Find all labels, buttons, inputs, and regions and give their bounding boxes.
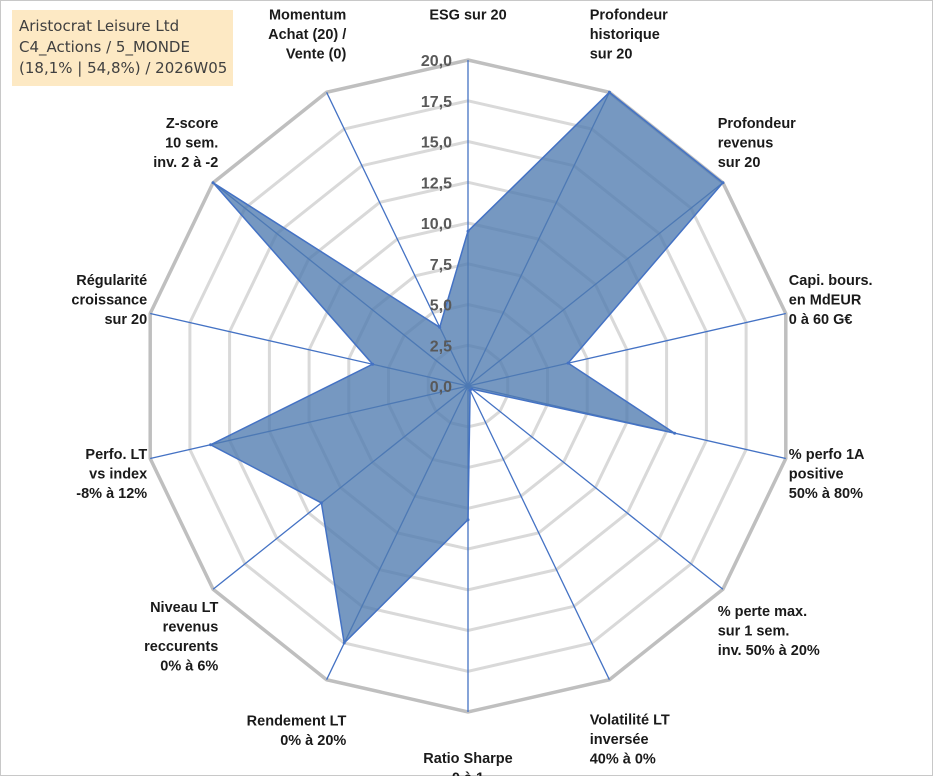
series-point-7 [468,388,472,392]
series-point-13 [211,181,215,185]
axis-label-1-line-2: ESG sur 20 [429,8,506,24]
axis-spoke-7 [467,385,610,680]
axis-label-5: % perfo 1A positive 50% à 80% [789,447,865,502]
series-point-8 [466,518,470,522]
info-company-name: Aristocrat Leisure Ltd [19,17,180,35]
axis-label-9: Rendement LT 0% à 20% [247,713,347,749]
axis-spoke-6 [467,385,724,590]
series-point-1 [466,229,470,233]
axis-label-12-line-3: sur 20 [104,312,147,328]
radar-series [208,90,725,645]
axis-label-4-line-1: Capi. bours. [789,273,873,289]
axis-label-10-line-1: Niveau LT [150,600,218,616]
axis-label-1-line-1: Note [452,0,484,4]
axis-label-7: Volatilité LT inversée 40% à 0% [590,713,670,768]
axis-label-3-line-3: sur 20 [718,155,761,171]
tick-label-3: 7,5 [430,257,452,274]
axis-label-8-line-1: Ratio Sharpe [423,751,512,767]
axis-label-2-line-3: sur 20 [590,47,633,63]
axis-label-10-line-4: 0% à 6% [160,659,218,675]
tick-label-1: 2,5 [430,338,452,355]
axis-label-2: Profondeur historique sur 20 [590,8,668,63]
tick-label-2: 5,0 [430,298,452,315]
axis-label-12-line-1: Régularité [76,273,147,289]
axis-label-14-line-2: Achat (20) / [268,27,346,43]
axis-label-12: Régularité croissance sur 20 [71,273,147,328]
series-point-11 [209,443,213,447]
tick-label-7: 17,5 [421,94,452,111]
axis-label-13: Z-score 10 sem. inv. 2 à -2 [153,116,218,171]
series-point-4 [566,361,570,365]
series-point-3 [721,181,725,185]
axis-label-3-line-1: Profondeur [718,116,796,132]
axis-label-12-line-2: croissance [71,292,147,308]
axis-label-13-line-2: 10 sem. [165,136,218,152]
axis-label-3-line-2: revenus [718,136,774,152]
tick-label-6: 15,0 [421,135,452,152]
tick-label-0: 0,0 [430,379,452,396]
axis-label-5-line-2: positive [789,467,844,483]
series-point-10 [319,501,323,505]
axis-label-7-line-2: inversée [590,732,649,748]
tick-label-5: 12,5 [421,175,452,192]
axis-label-14: Momentum Achat (20) / Vente (0) [268,8,346,63]
axis-label-6: % perte max. sur 1 sem. inv. 50% à 20% [718,604,820,659]
axis-label-1: Note ESG sur 20 [429,0,506,24]
axis-label-6-line-1: % perte max. [718,604,807,620]
tick-label-8: 20,0 [421,53,452,70]
series-point-5 [673,431,677,435]
axis-label-4-line-3: 0 à 60 G€ [789,312,853,328]
axis-label-11: Perfo. LT vs index -8% à 12% [76,447,147,502]
axis-label-10-line-2: revenus [163,620,219,636]
axis-label-10-line-3: reccurents [144,639,218,655]
axis-label-9-line-2: 0% à 20% [280,733,346,749]
axis-label-2-line-2: historique [590,27,660,43]
axis-label-10: Niveau LT revenus reccurents 0% à 6% [144,600,218,675]
axis-label-9-line-1: Rendement LT [247,713,347,729]
series-point-14 [438,325,442,329]
axis-label-5-line-3: 50% à 80% [789,486,863,502]
series-point-12 [371,362,375,366]
axis-label-8: Ratio Sharpe 0 à 1 [423,751,512,776]
series-point-9 [342,641,346,645]
axis-label-7-line-3: 40% à 0% [590,752,656,768]
radar-tick-labels: 0,0 2,5 5,0 7,5 10,0 12,5 15,0 17,5 20,0 [421,53,452,396]
series-point-2 [607,90,611,94]
axis-label-11-line-2: vs index [89,467,147,483]
axis-label-4: Capi. bours. en MdEUR 0 à 60 G€ [789,273,873,328]
axis-label-14-line-1: Momentum [269,8,346,24]
axis-label-6-line-2: sur 1 sem. [718,623,790,639]
info-category: C4_Actions / 5_MONDE [19,38,190,56]
axis-label-2-line-1: Profondeur [590,8,668,24]
info-scores-week: (18,1% | 54,8%) / 2026W05 [19,59,228,77]
axis-label-8-line-2: 0 à 1 [452,771,484,776]
axis-label-6-line-3: inv. 50% à 20% [718,643,820,659]
axis-label-11-line-1: Perfo. LT [85,447,147,463]
axis-label-4-line-2: en MdEUR [789,292,862,308]
info-box: Aristocrat Leisure Ltd C4_Actions / 5_MO… [12,10,233,86]
radar-axis-labels: Note ESG sur 20 Profondeur historique sur 20… [71,0,872,776]
axis-label-5-line-1: % perfo 1A [789,447,865,463]
axis-label-13-line-1: Z-score [166,116,218,132]
axis-label-11-line-3: -8% à 12% [76,486,147,502]
axis-label-3: Profondeur revenus sur 20 [718,116,796,171]
tick-label-4: 10,0 [421,216,452,233]
axis-label-13-line-3: inv. 2 à -2 [153,155,218,171]
axis-label-7-line-1: Volatilité LT [590,713,670,729]
axis-label-14-line-3: Vente (0) [286,47,347,63]
